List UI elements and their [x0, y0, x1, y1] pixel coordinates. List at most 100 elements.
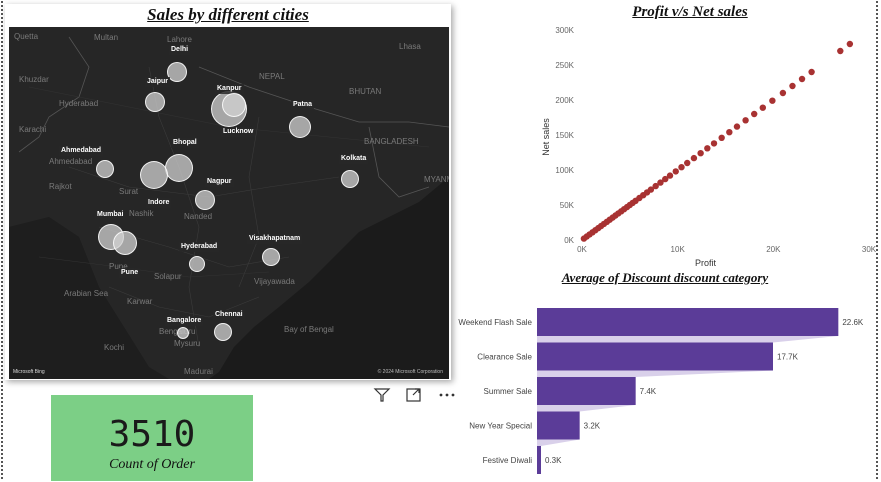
bar[interactable] — [537, 411, 580, 440]
scatter-title: Profit v/s Net sales — [632, 4, 748, 20]
scatter-point[interactable] — [769, 97, 776, 104]
x-tick-label: 0K — [577, 245, 587, 254]
scatter-point[interactable] — [657, 179, 664, 186]
city-bubble[interactable] — [96, 160, 114, 178]
map-base-label: Khuzdar — [19, 75, 49, 84]
bar-connector — [537, 405, 636, 412]
city-label: Indore — [146, 198, 172, 208]
scatter-point[interactable] — [751, 110, 758, 118]
map-base-label: BANGLADESH — [364, 137, 419, 146]
scatter-point[interactable] — [846, 40, 854, 48]
map-base-label: MYANMAR — [424, 175, 449, 184]
category-label: Weekend Flash Sale — [458, 318, 532, 327]
city-label: Bhopal — [171, 138, 199, 148]
count-of-order-card[interactable]: 3510 Count of Order — [51, 395, 253, 481]
map-base-label: Bay of Bengal — [284, 325, 334, 334]
map-base-label: Karachi — [19, 125, 47, 134]
city-label: Chennai — [213, 310, 245, 320]
map-base-label: Madurai — [184, 367, 213, 376]
visual-header-actions — [372, 386, 465, 406]
focus-mode-icon[interactable] — [404, 386, 424, 404]
city-bubble[interactable] — [165, 154, 193, 182]
city-bubble[interactable] — [195, 190, 215, 210]
city-bubble[interactable] — [145, 92, 165, 112]
scatter-point[interactable] — [652, 182, 659, 190]
data-label: 3.2K — [584, 422, 601, 431]
scatter-point[interactable] — [710, 140, 718, 147]
city-label: Kolkata — [339, 154, 369, 164]
scatter-point[interactable] — [678, 164, 685, 171]
more-options-icon[interactable] — [437, 386, 457, 404]
scatter-point[interactable] — [690, 154, 698, 162]
y-tick-label: 0K — [564, 236, 574, 245]
scatter-point[interactable] — [733, 123, 741, 130]
scatter-point[interactable] — [798, 75, 806, 83]
scatter-chart[interactable]: 0K 50K 100K 150K 200K 250K 300K 0K 10K 20K 30K Prof… — [530, 22, 878, 268]
scatter-point[interactable] — [759, 104, 767, 111]
scatter-point[interactable] — [672, 168, 679, 175]
map-background — [9, 27, 449, 379]
map-base-label: Rajkot — [49, 182, 72, 191]
map-area[interactable]: Quetta Multan Lahore Khuzdar Hyderabad Karach… — [9, 27, 449, 379]
bar[interactable] — [537, 342, 773, 371]
scatter-point[interactable] — [837, 47, 844, 55]
map-base-label: Lahore — [167, 35, 192, 44]
map-base-label: Karwar — [127, 297, 153, 306]
scatter-point[interactable] — [726, 129, 733, 136]
city-bubble[interactable] — [341, 170, 359, 188]
category-label: Summer Sale — [484, 387, 533, 396]
category-label: Festive Diwali — [483, 456, 533, 465]
map-base-label: NEPAL — [259, 72, 285, 81]
map-visual[interactable]: Sales by different cities Quetta Multan La… — [5, 4, 451, 380]
city-bubble[interactable] — [214, 323, 232, 341]
data-label: 7.4K — [640, 387, 657, 396]
y-tick-label: 50K — [560, 201, 575, 210]
scatter-point[interactable] — [684, 159, 691, 167]
scatter-point[interactable] — [697, 150, 704, 157]
city-label: Jaipur — [145, 77, 171, 87]
bar[interactable] — [537, 308, 839, 336]
y-tick-label: 150K — [555, 131, 574, 140]
scatter-point[interactable] — [666, 172, 674, 179]
map-title: Sales by different cities — [147, 5, 309, 24]
city-bubble[interactable] — [222, 93, 246, 117]
map-base-label: Lhasa — [399, 42, 421, 51]
scatter-point[interactable] — [808, 68, 815, 76]
data-label: 17.7K — [777, 353, 799, 362]
city-bubble[interactable] — [140, 161, 168, 189]
x-axis-label: Profit — [695, 258, 717, 268]
x-tick-label: 10K — [671, 245, 686, 254]
bar-connector — [537, 370, 773, 377]
bar-chart[interactable]: Weekend Flash Sale 22.6K Clearance Sale 17.… — [450, 300, 880, 478]
city-label: Lucknow — [221, 127, 256, 137]
scatter-point[interactable] — [662, 175, 669, 183]
data-label: 0.3K — [545, 456, 562, 465]
map-base-label: Hyderabad — [59, 99, 99, 108]
scatter-point[interactable] — [742, 117, 749, 124]
city-bubble[interactable] — [262, 248, 280, 266]
bar[interactable] — [537, 446, 541, 474]
scatter-point[interactable] — [779, 89, 787, 97]
y-tick-label: 250K — [555, 61, 574, 70]
city-bubble[interactable] — [177, 327, 189, 339]
map-base-label: Ahmedabad — [49, 157, 93, 166]
bing-logo: Microsoft Bing — [13, 369, 45, 375]
map-base-label: Solapur — [154, 272, 182, 281]
scatter-point[interactable] — [704, 145, 711, 152]
city-bubble[interactable] — [113, 231, 137, 255]
city-bubble[interactable] — [289, 116, 311, 138]
map-base-label: Mysuru — [174, 339, 201, 348]
bar[interactable] — [537, 377, 636, 405]
scatter-point[interactable] — [718, 134, 725, 141]
x-tick-label: 20K — [766, 245, 781, 254]
map-credit: © 2024 Microsoft Corporation — [377, 369, 443, 375]
city-label: Mumbai — [95, 210, 126, 220]
city-label: Hyderabad — [179, 242, 220, 252]
city-bubble[interactable] — [189, 256, 205, 272]
city-label: Visakhapatnam — [247, 234, 303, 244]
map-base-label: Surat — [119, 187, 139, 196]
scatter-point[interactable] — [789, 82, 796, 90]
scatter-point[interactable] — [647, 186, 655, 193]
city-bubble[interactable] — [167, 62, 187, 82]
filter-icon[interactable] — [372, 386, 392, 404]
